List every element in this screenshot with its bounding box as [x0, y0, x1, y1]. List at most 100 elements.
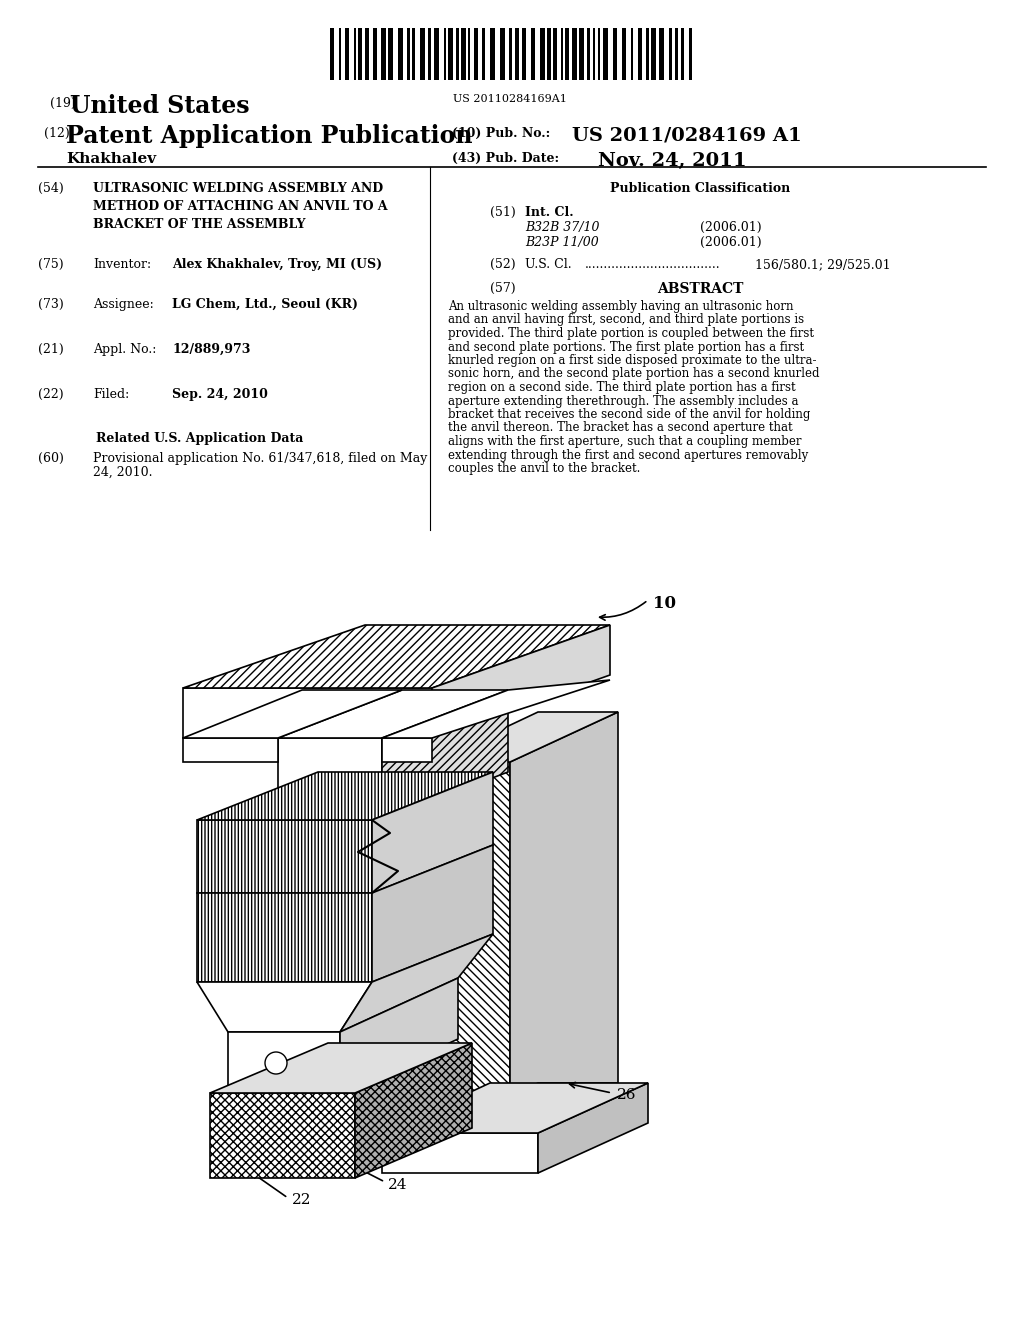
Polygon shape [382, 1082, 648, 1133]
Polygon shape [210, 1043, 472, 1093]
Bar [689, 28, 692, 81]
Text: 12/889,973: 12/889,973 [172, 343, 251, 356]
Bar [407, 28, 410, 81]
Text: sonic horn, and the second plate portion has a second knurled: sonic horn, and the second plate portion… [449, 367, 819, 380]
Bar [420, 28, 425, 81]
Polygon shape [278, 738, 382, 820]
Text: 24, 2010.: 24, 2010. [93, 466, 153, 479]
Bar [434, 28, 439, 81]
Text: Sep. 24, 2010: Sep. 24, 2010 [172, 388, 268, 401]
Bar [598, 28, 600, 81]
Text: provided. The third plate portion is coupled between the first: provided. The third plate portion is cou… [449, 327, 814, 341]
Bar [675, 28, 678, 81]
Text: (22): (22) [38, 388, 63, 401]
Text: (57): (57) [490, 282, 516, 294]
Text: 22: 22 [292, 1193, 311, 1206]
Text: 24: 24 [388, 1177, 408, 1192]
Bar [531, 28, 535, 81]
Text: 26: 26 [617, 1088, 637, 1102]
Bar [622, 28, 626, 81]
Bar [444, 28, 446, 81]
Text: (75): (75) [38, 257, 63, 271]
Bar [449, 28, 453, 81]
Bar [561, 28, 563, 81]
Bar [565, 28, 569, 81]
Text: Publication Classification: Publication Classification [610, 182, 791, 195]
Polygon shape [197, 982, 372, 1032]
Polygon shape [197, 894, 372, 982]
Polygon shape [372, 845, 493, 982]
Text: and second plate portions. The first plate portion has a first: and second plate portions. The first pla… [449, 341, 804, 354]
Bar [659, 28, 664, 81]
Text: Inventor:: Inventor: [93, 257, 152, 271]
Text: US 20110284169A1: US 20110284169A1 [453, 94, 567, 104]
Text: the anvil thereon. The bracket has a second aperture that: the anvil thereon. The bracket has a sec… [449, 421, 793, 434]
Polygon shape [432, 762, 510, 1133]
Bar [646, 28, 649, 81]
Text: region on a second side. The third plate portion has a first: region on a second side. The third plate… [449, 381, 796, 393]
Polygon shape [382, 738, 432, 762]
Bar [456, 28, 459, 81]
Bar [681, 28, 684, 81]
Polygon shape [510, 711, 618, 1133]
Bar [474, 28, 478, 81]
Bar [468, 28, 470, 81]
Text: aperture extending therethrough. The assembly includes a: aperture extending therethrough. The ass… [449, 395, 799, 408]
Bar [603, 28, 608, 81]
Bar [651, 28, 656, 81]
Text: and an anvil having first, second, and third plate portions is: and an anvil having first, second, and t… [449, 314, 804, 326]
Text: (51): (51) [490, 206, 516, 219]
Bar [490, 28, 495, 81]
Text: Appl. No.:: Appl. No.: [93, 343, 157, 356]
Text: U.S. Cl.: U.S. Cl. [525, 257, 571, 271]
Text: (2006.01): (2006.01) [700, 220, 762, 234]
Polygon shape [382, 680, 610, 738]
Bar [572, 28, 577, 81]
Polygon shape [382, 1133, 538, 1173]
Bar [522, 28, 526, 81]
Bar [365, 28, 369, 81]
Text: (60): (60) [38, 451, 63, 465]
Bar [669, 28, 672, 81]
Bar [461, 28, 466, 81]
Polygon shape [382, 690, 508, 820]
Text: (52): (52) [490, 257, 516, 271]
Text: (12): (12) [44, 127, 70, 140]
Bar [339, 28, 341, 81]
Bar [638, 28, 642, 81]
Bar [345, 28, 349, 81]
Polygon shape [183, 738, 278, 762]
Text: 156/580.1; 29/525.01: 156/580.1; 29/525.01 [755, 257, 891, 271]
Text: Int. Cl.: Int. Cl. [525, 206, 573, 219]
Bar [358, 28, 362, 81]
Text: Nov. 24, 2011: Nov. 24, 2011 [598, 152, 746, 170]
Text: Filed:: Filed: [93, 388, 129, 401]
Bar [412, 28, 415, 81]
Text: An ultrasonic welding assembly having an ultrasonic horn: An ultrasonic welding assembly having an… [449, 300, 794, 313]
Text: B23P 11/00: B23P 11/00 [525, 236, 599, 249]
Bar [354, 28, 356, 81]
Text: extending through the first and second apertures removably: extending through the first and second a… [449, 449, 808, 462]
Text: (2006.01): (2006.01) [700, 236, 762, 249]
Text: Assignee:: Assignee: [93, 298, 154, 312]
Bar [388, 28, 393, 81]
Polygon shape [197, 772, 493, 820]
Text: ULTRASONIC WELDING ASSEMBLY AND
METHOD OF ATTACHING AN ANVIL TO A
BRACKET OF THE: ULTRASONIC WELDING ASSEMBLY AND METHOD O… [93, 182, 388, 231]
Bar [613, 28, 617, 81]
Polygon shape [355, 1043, 472, 1177]
Text: Alex Khakhalev, Troy, MI (US): Alex Khakhalev, Troy, MI (US) [172, 257, 382, 271]
Text: (19): (19) [50, 96, 76, 110]
Polygon shape [340, 935, 493, 1032]
Polygon shape [228, 1032, 340, 1093]
Text: ABSTRACT: ABSTRACT [656, 282, 743, 296]
Bar [540, 28, 545, 81]
Text: LG Chem, Ltd., Seoul (KR): LG Chem, Ltd., Seoul (KR) [172, 298, 358, 312]
Text: United States: United States [70, 94, 250, 117]
Text: Related U.S. Application Data: Related U.S. Application Data [96, 432, 304, 445]
Text: ...................................: ................................... [585, 257, 721, 271]
Bar [579, 28, 584, 81]
Bar [587, 28, 590, 81]
Text: 10: 10 [653, 595, 676, 612]
Bar [553, 28, 557, 81]
Text: US 2011/0284169 A1: US 2011/0284169 A1 [572, 127, 802, 145]
